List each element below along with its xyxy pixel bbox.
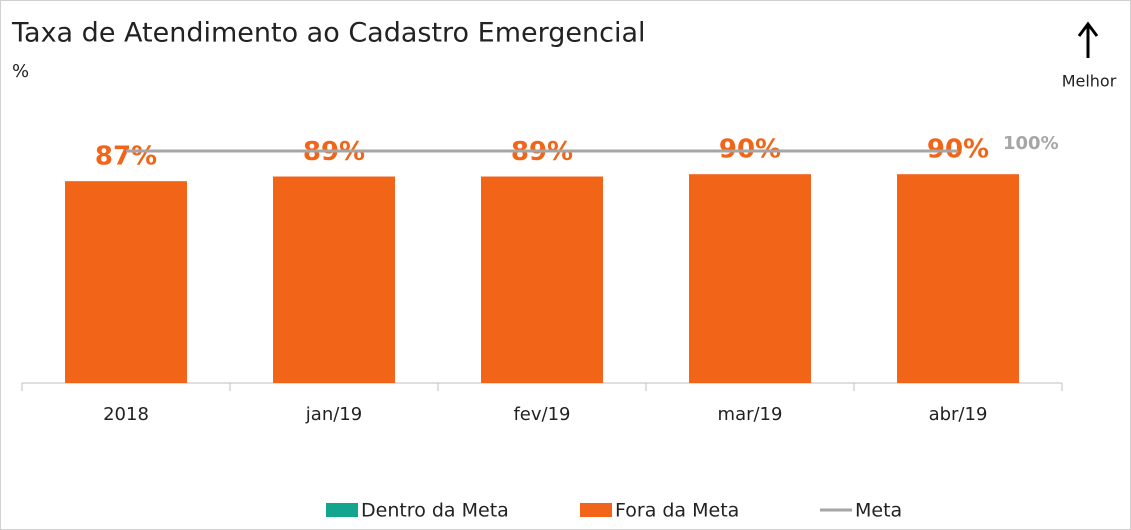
chart-subtitle: % [12, 61, 29, 82]
annotation: Melhor [1062, 72, 1117, 91]
value-label: 87% [95, 142, 157, 172]
bar [65, 181, 187, 383]
legend-label: Meta [855, 500, 902, 522]
bar [481, 176, 603, 383]
legend-swatch [580, 503, 612, 517]
legend-swatch [326, 503, 358, 517]
x-tick-label: fev/19 [513, 404, 570, 425]
x-tick-label: jan/19 [305, 404, 362, 425]
bar [897, 174, 1019, 383]
bar [689, 174, 811, 383]
value-label: 100% [1003, 133, 1059, 154]
legend-label: Dentro da Meta [361, 500, 509, 522]
chart-title: Taxa de Atendimento ao Cadastro Emergenc… [11, 18, 646, 49]
x-tick-label: 2018 [103, 404, 149, 425]
legend-label: Fora da Meta [615, 500, 739, 522]
bar [273, 176, 395, 383]
x-tick-label: mar/19 [718, 404, 783, 425]
arrow-up [1077, 21, 1099, 58]
x-tick-label: abr/19 [929, 404, 988, 425]
